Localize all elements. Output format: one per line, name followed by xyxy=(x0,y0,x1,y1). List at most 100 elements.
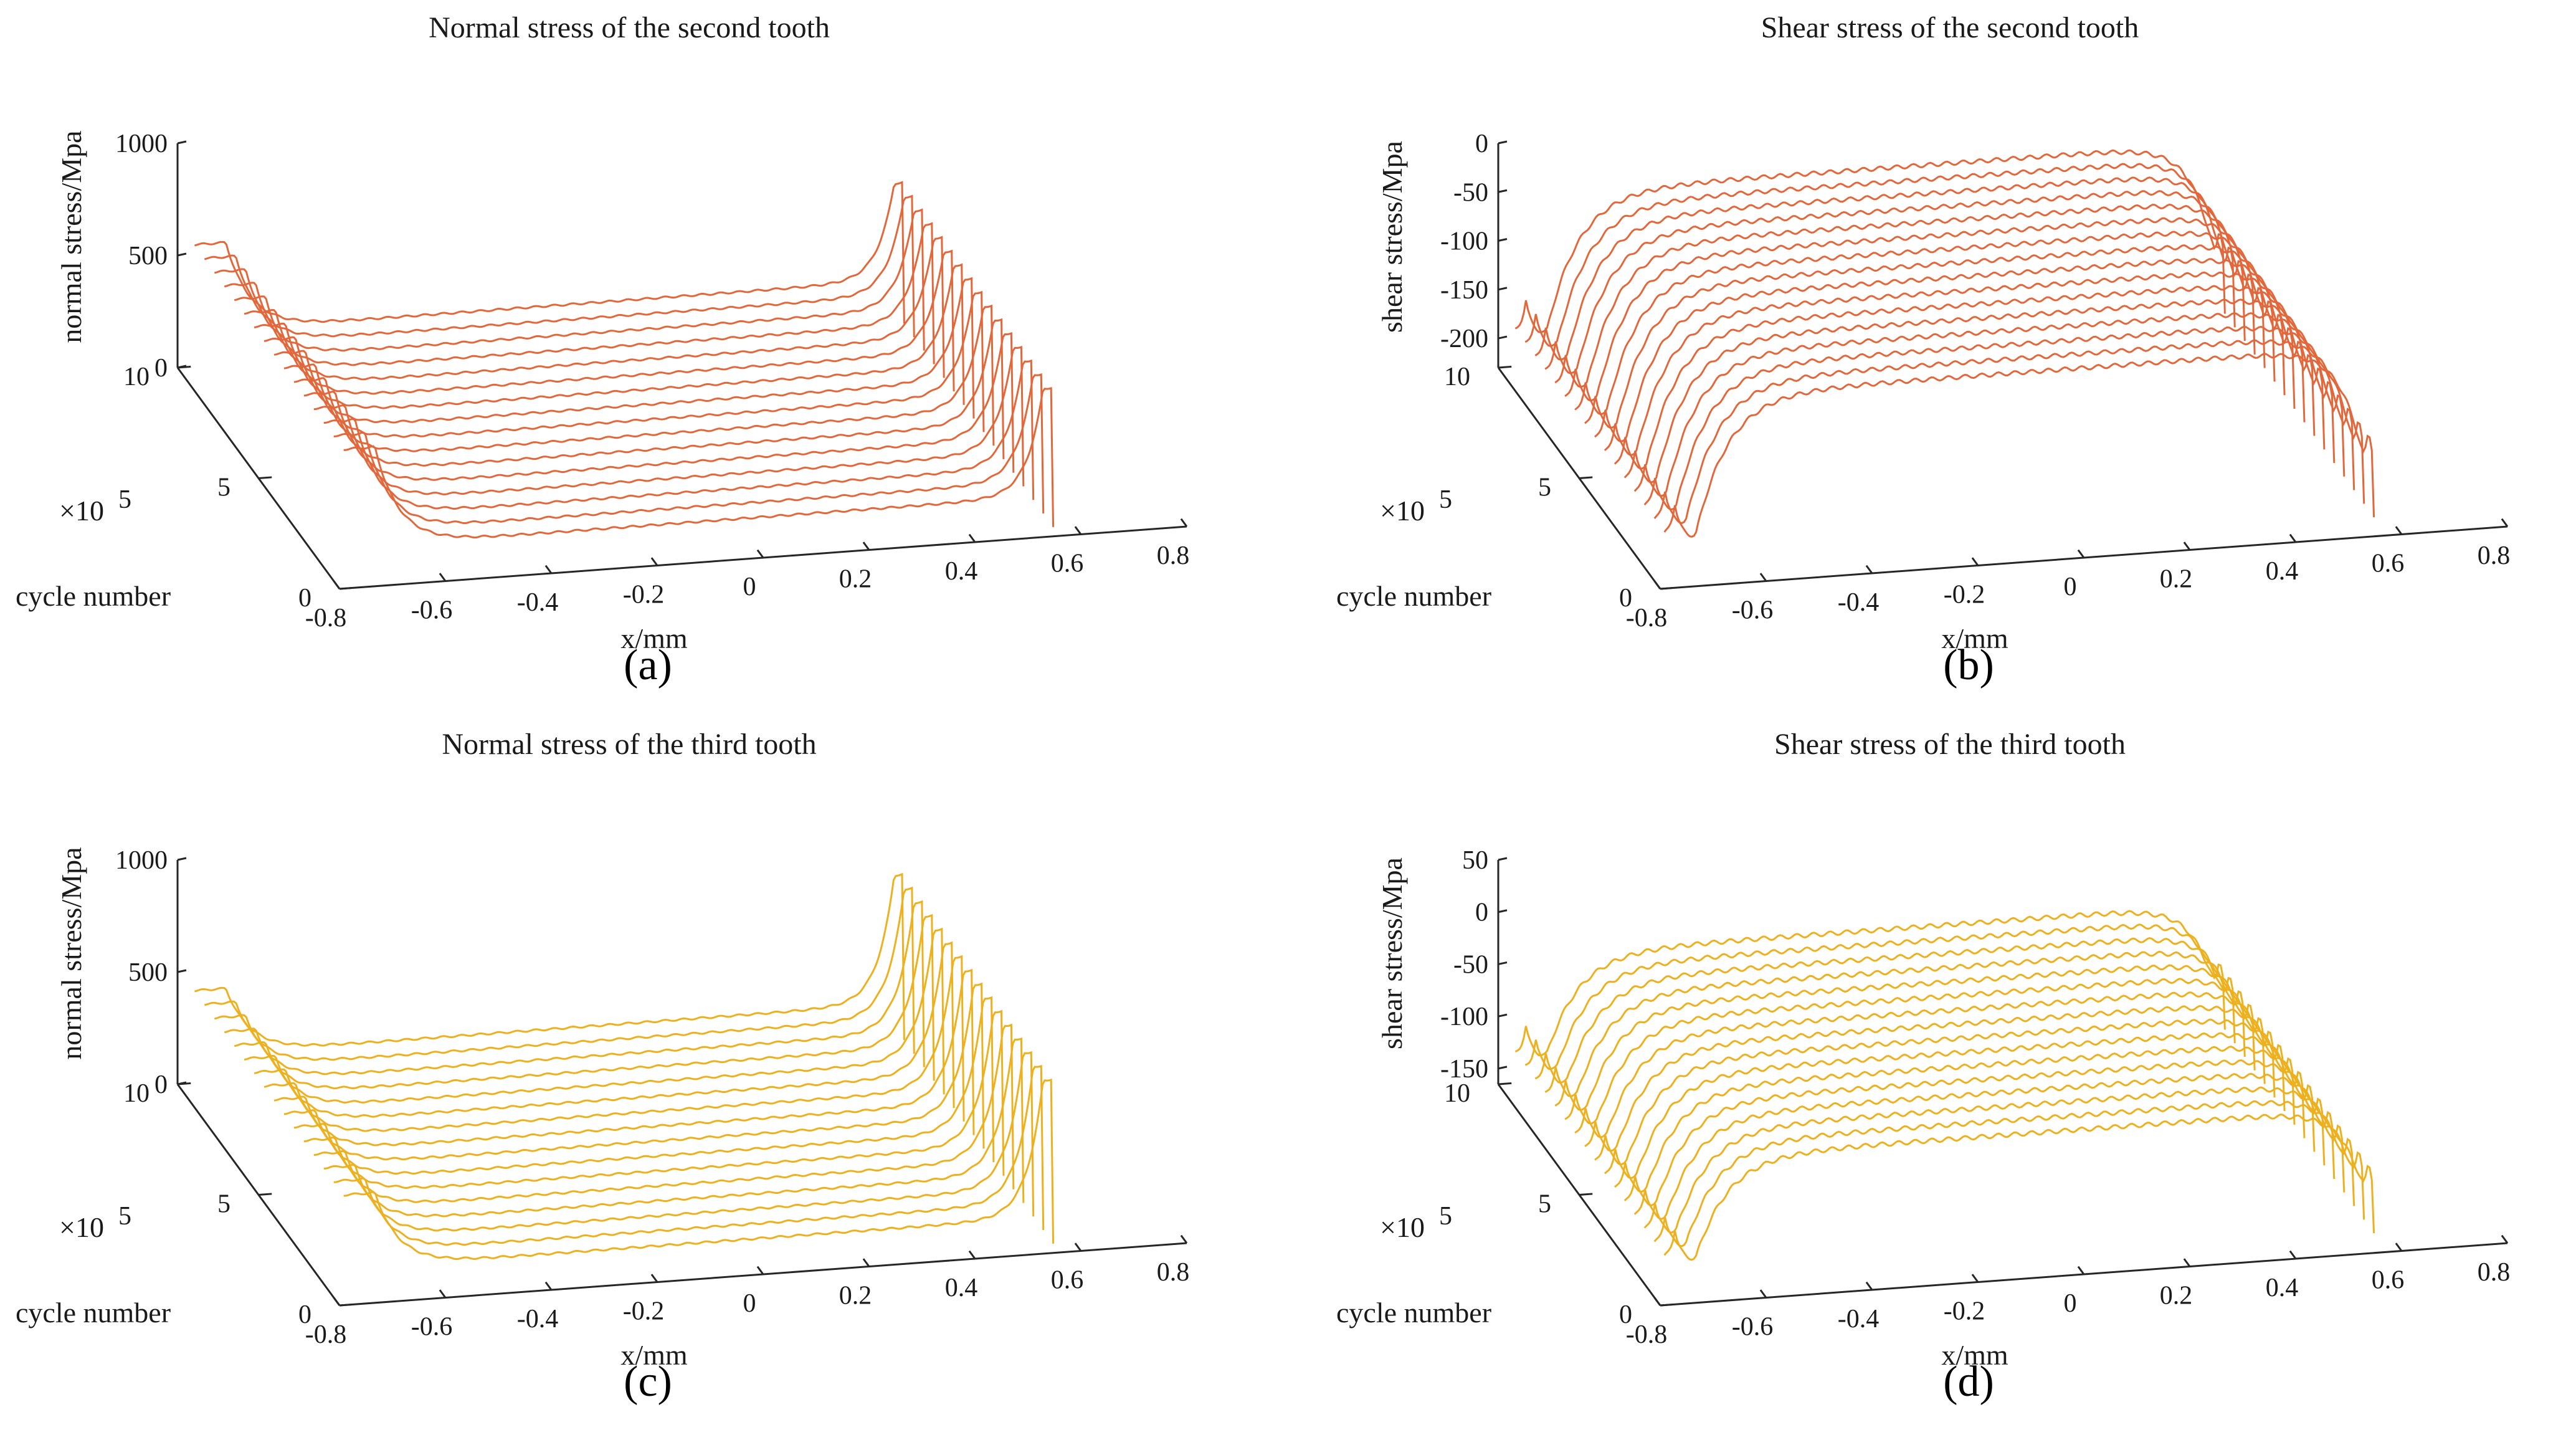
y-tick-label: 0 xyxy=(1619,584,1632,613)
series-line-16 xyxy=(1514,149,2226,334)
series-line-9 xyxy=(264,277,975,424)
chart-panel-1: Normal stress of the second tooth -0.8 -0.… xyxy=(16,11,1189,689)
y-tick-mark xyxy=(1498,365,1512,369)
series-line-14 xyxy=(1534,937,2246,1084)
x-tick-label: 0.2 xyxy=(839,565,872,594)
multiplier-exponent: 5 xyxy=(118,1202,131,1231)
z-tick-mark xyxy=(1498,140,1508,145)
x-tick-label: 0 xyxy=(743,1289,756,1318)
series-line-15 xyxy=(204,194,915,338)
series-line-5 xyxy=(1623,1059,2336,1206)
series-line-2 xyxy=(1653,1100,2365,1247)
z-tick-label: 500 xyxy=(128,242,168,270)
x-tick-label: 0.6 xyxy=(1051,550,1084,578)
z-tick-mark xyxy=(1498,335,1508,340)
series-line-11 xyxy=(1564,978,2276,1125)
x-tick-mark xyxy=(1653,1297,1661,1306)
series-line-8 xyxy=(1594,257,2306,442)
x-tick-label: 0.2 xyxy=(2160,1282,2193,1310)
z-tick-label: -50 xyxy=(1453,178,1488,207)
y-tick-mark xyxy=(258,1193,272,1196)
x-tick-label: 0.6 xyxy=(1051,1266,1084,1295)
x-tick-mark xyxy=(1653,580,1661,589)
series-line-9 xyxy=(1584,244,2296,429)
x-tick-mark xyxy=(1074,1243,1082,1252)
x-tick-label: -0.6 xyxy=(1732,596,1774,625)
z-tick-mark xyxy=(1498,287,1508,291)
chart-title: Normal stress of the third tooth xyxy=(442,728,816,761)
x-axis-label: x/mm xyxy=(620,1339,688,1371)
x-axis-label: x/mm xyxy=(620,622,688,654)
series-line-6 xyxy=(293,318,1005,467)
x-tick-mark xyxy=(1759,573,1767,582)
y-tick-mark xyxy=(339,586,353,590)
series-line-7 xyxy=(1604,271,2316,456)
z-tick-label: -200 xyxy=(1440,325,1488,353)
x-tick-label: 0 xyxy=(743,573,756,601)
x-tick-label: -0.6 xyxy=(411,1313,453,1342)
series-line-12 xyxy=(234,236,945,381)
z-tick-mark xyxy=(177,140,187,145)
series-line-8 xyxy=(273,982,985,1161)
z-axis-label: normal stress/Mpa xyxy=(55,847,87,1059)
chart-title: Shear stress of the third tooth xyxy=(1774,728,2126,761)
x-tick-mark xyxy=(1759,1289,1767,1299)
chart-title: Normal stress of the second tooth xyxy=(429,11,830,44)
series-line-7 xyxy=(1604,1032,2316,1180)
x-tick-mark xyxy=(333,1297,341,1306)
series-line-1 xyxy=(343,387,1055,539)
series-line-4 xyxy=(313,1037,1025,1218)
multiplier-label: ×10 xyxy=(1380,495,1425,527)
z-tick-mark xyxy=(1498,1013,1508,1018)
x-tick-label: -0.4 xyxy=(517,588,559,617)
series-line-14 xyxy=(1534,176,2246,361)
x-tick-mark xyxy=(650,557,658,566)
z-tick-mark xyxy=(1498,238,1508,242)
x-tick-label: -0.8 xyxy=(1626,1320,1668,1349)
series-line-1 xyxy=(1663,353,2375,538)
z-tick-label: 0 xyxy=(1475,130,1488,158)
x-tick-label: 0.4 xyxy=(945,557,978,586)
x-tick-mark xyxy=(2289,533,2297,543)
series-line-13 xyxy=(1544,190,2256,374)
y-axis-label: cycle number xyxy=(16,1297,171,1328)
y-tick-mark xyxy=(1660,586,1674,590)
y-axis-label: cycle number xyxy=(16,580,171,612)
series-line-14 xyxy=(214,900,925,1076)
x-tick-mark xyxy=(1971,557,1979,566)
z-tick-label: 50 xyxy=(1462,846,1488,875)
y-tick-mark xyxy=(1579,1193,1593,1196)
series-line-6 xyxy=(1614,285,2326,470)
y-tick-label: 0 xyxy=(298,584,311,613)
z-tick-label: -50 xyxy=(1453,950,1488,979)
x-tick-mark xyxy=(2501,1234,2509,1244)
x-tick-mark xyxy=(650,1274,658,1283)
multiplier-label: ×10 xyxy=(59,1211,104,1243)
x-tick-mark xyxy=(1865,1281,1873,1290)
x-tick-mark xyxy=(756,1266,764,1275)
series-line-8 xyxy=(273,290,985,438)
series-line-11 xyxy=(244,249,955,395)
series-line-6 xyxy=(293,1009,1005,1190)
x-tick-label: -0.6 xyxy=(411,596,453,625)
z-tick-label: 0 xyxy=(154,354,168,383)
series-line-15 xyxy=(1524,163,2236,347)
x-tick-mark xyxy=(1180,518,1188,527)
series-line-10 xyxy=(254,955,965,1132)
series-line-1 xyxy=(1663,1114,2375,1261)
x-tick-mark xyxy=(1074,526,1082,535)
z-tick-mark xyxy=(1498,1066,1508,1070)
x-tick-label: -0.2 xyxy=(623,1297,665,1326)
x-tick-mark xyxy=(2077,549,2085,558)
series-line-3 xyxy=(1643,1086,2355,1234)
x-tick-label: 0.2 xyxy=(839,1282,872,1310)
z-tick-label: -100 xyxy=(1440,227,1488,256)
series-line-1 xyxy=(343,1078,1055,1261)
y-tick-label: 10 xyxy=(123,1079,150,1108)
x-tick-label: -0.2 xyxy=(1944,1297,1985,1326)
x-tick-mark xyxy=(2501,518,2509,527)
x-tick-label: -0.8 xyxy=(305,1320,347,1349)
y-tick-label: 10 xyxy=(1444,1079,1470,1108)
z-tick-label: 500 xyxy=(128,958,168,987)
x-tick-label: 0.4 xyxy=(945,1274,978,1302)
